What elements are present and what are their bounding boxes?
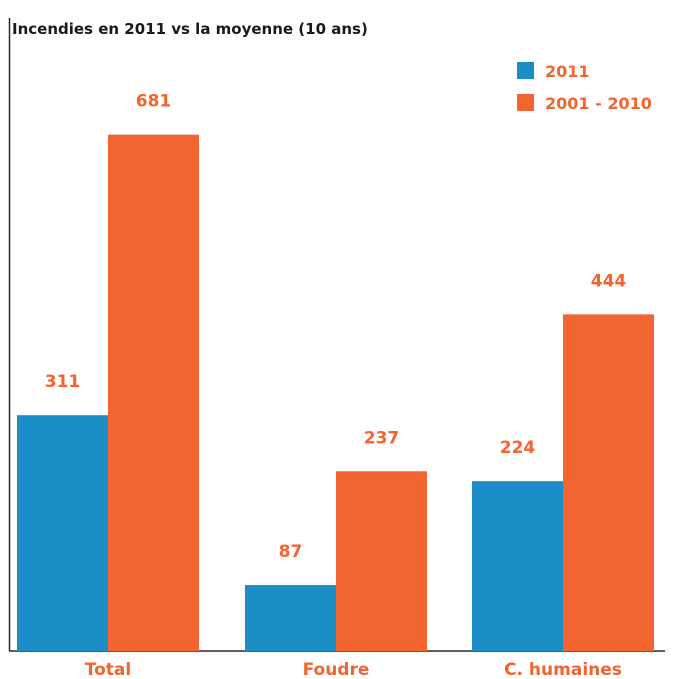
bar-total-2011 xyxy=(17,415,108,651)
legend: 2011 2001 - 2010 xyxy=(517,62,652,113)
value-label-foudre-2011: 87 xyxy=(279,542,303,562)
legend-swatch-2001-2010 xyxy=(517,94,534,111)
legend-swatch-2011 xyxy=(517,62,534,79)
category-label-total: Total xyxy=(85,660,131,679)
bar-total-2001-2010 xyxy=(108,134,199,651)
bar-foudre-2011 xyxy=(245,585,336,651)
chart-title: Incendies en 2011 vs la moyenne (10 ans) xyxy=(12,20,368,38)
bar-c-humaines-2001-2010 xyxy=(563,314,654,651)
value-labels-group: 311 681 87 237 224 444 xyxy=(45,92,627,562)
value-label-total-2011: 311 xyxy=(45,372,81,392)
legend-label-2001-2010: 2001 - 2010 xyxy=(545,94,652,113)
legend-label-2011: 2011 xyxy=(545,62,590,81)
bars-group xyxy=(17,134,654,651)
bar-foudre-2001-2010 xyxy=(336,471,427,651)
category-labels-group: Total Foudre C. humaines xyxy=(85,660,622,679)
value-label-c-humaines-2001-2010: 444 xyxy=(591,271,627,291)
value-label-foudre-2001-2010: 237 xyxy=(364,428,400,448)
value-label-total-2001-2010: 681 xyxy=(136,92,172,112)
category-label-c-humaines: C. humaines xyxy=(504,660,622,679)
bar-c-humaines-2011 xyxy=(472,481,563,651)
category-label-foudre: Foudre xyxy=(303,660,370,679)
value-label-c-humaines-2011: 224 xyxy=(500,438,536,458)
